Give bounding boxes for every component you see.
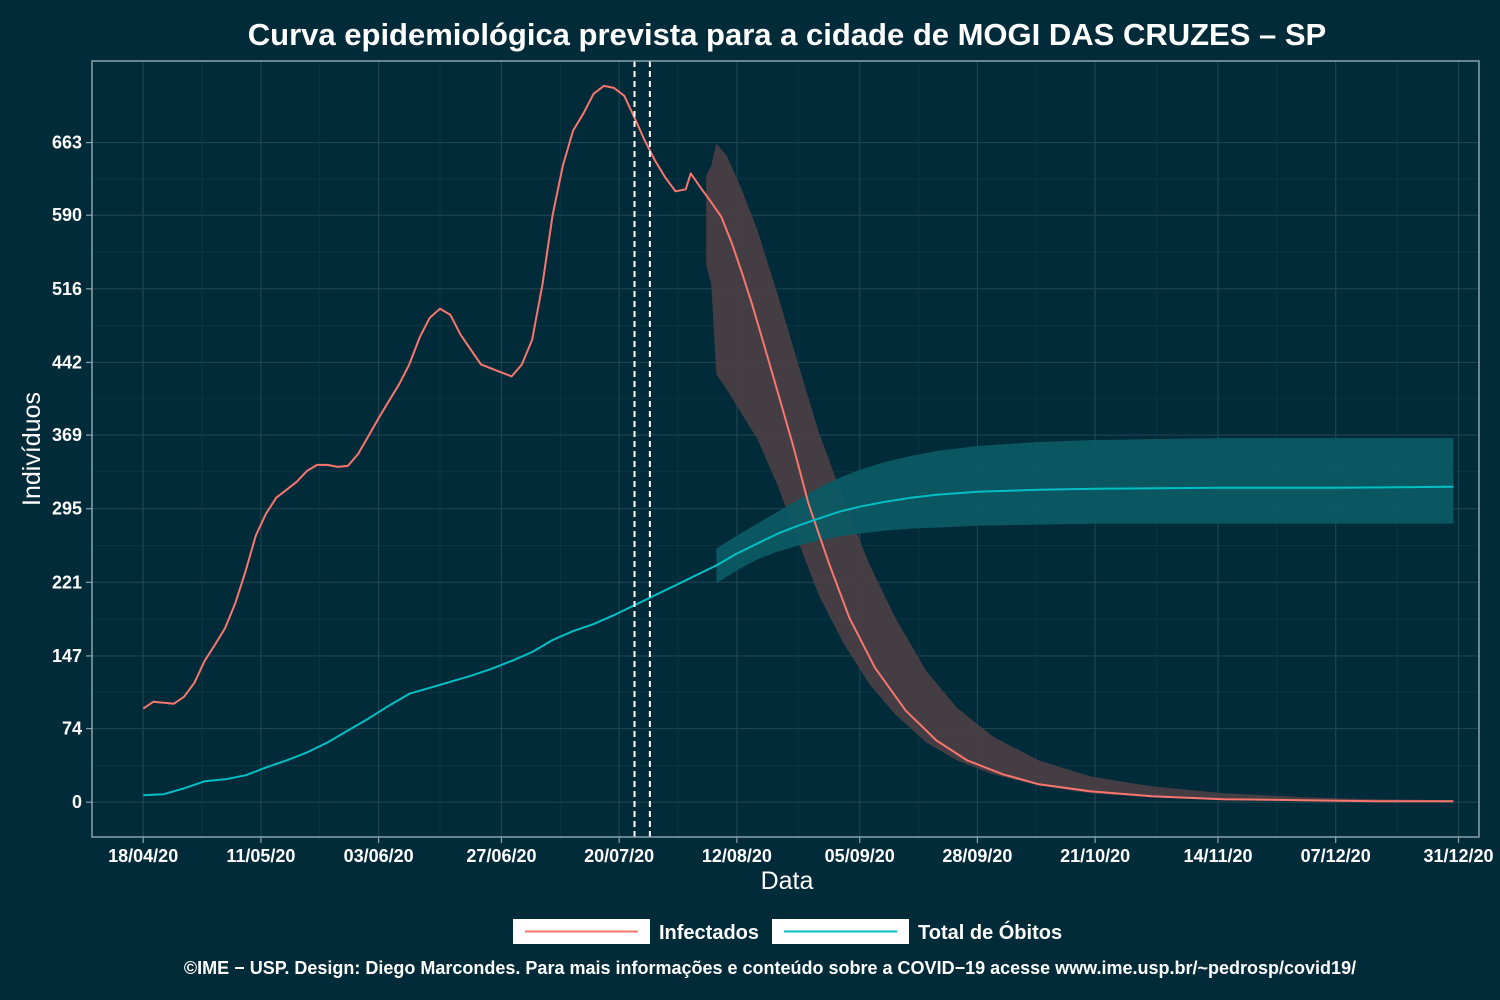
y-tick-label: 221 bbox=[52, 572, 82, 592]
y-tick-label: 147 bbox=[52, 646, 82, 666]
x-tick-label: 20/07/20 bbox=[584, 846, 654, 866]
x-tick-label: 28/09/20 bbox=[942, 846, 1012, 866]
band-infectados bbox=[706, 143, 1454, 803]
legend: Infectados Total de Óbitos bbox=[513, 919, 1062, 944]
plot-frame bbox=[91, 60, 1480, 838]
y-tick-label: 369 bbox=[52, 425, 82, 445]
x-tick-label: 18/04/20 bbox=[108, 846, 178, 866]
y-tick-label: 295 bbox=[52, 499, 82, 519]
series-line-total-de-bitos bbox=[143, 485, 1454, 797]
x-tick-label: 12/08/20 bbox=[702, 846, 772, 866]
legend-label-infectados: Infectados bbox=[659, 922, 759, 944]
series-line-infectados bbox=[142, 84, 1454, 803]
x-tick-label: 07/12/20 bbox=[1301, 846, 1371, 866]
y-tick-label: 516 bbox=[52, 279, 82, 299]
band-total-de-bitos bbox=[716, 438, 1454, 584]
chart-title: Curva epidemiológica prevista para a cid… bbox=[248, 17, 1326, 52]
series-lines bbox=[142, 84, 1454, 803]
x-tick-label: 21/10/20 bbox=[1060, 846, 1130, 866]
y-tick-label: 590 bbox=[52, 205, 82, 225]
y-tick-label: 442 bbox=[52, 352, 82, 372]
y-tick-label: 663 bbox=[52, 133, 82, 153]
x-tick-label: 03/06/20 bbox=[344, 846, 414, 866]
y-axis-ticks: 0 74 147 221 295 369 442 516 590 663 bbox=[52, 133, 92, 812]
x-axis-label: Data bbox=[761, 867, 814, 895]
x-axis-ticks: 18/04/20 11/05/20 03/06/20 27/06/20 20/07/20… bbox=[108, 837, 1494, 866]
caption: ©IME − USP. Design: Diego Marcondes. Par… bbox=[184, 958, 1356, 978]
x-tick-label: 31/12/20 bbox=[1423, 846, 1493, 866]
x-tick-label: 05/09/20 bbox=[825, 846, 895, 866]
y-tick-label: 74 bbox=[62, 719, 82, 739]
x-tick-label: 14/11/20 bbox=[1183, 846, 1252, 866]
y-axis-label: Indivíduos bbox=[18, 392, 46, 506]
y-tick-label: 0 bbox=[72, 792, 82, 812]
x-tick-label: 11/05/20 bbox=[226, 846, 295, 866]
x-tick-label: 27/06/20 bbox=[466, 846, 536, 866]
confidence-bands bbox=[706, 143, 1454, 803]
legend-label-obitos: Total de Óbitos bbox=[918, 920, 1062, 944]
